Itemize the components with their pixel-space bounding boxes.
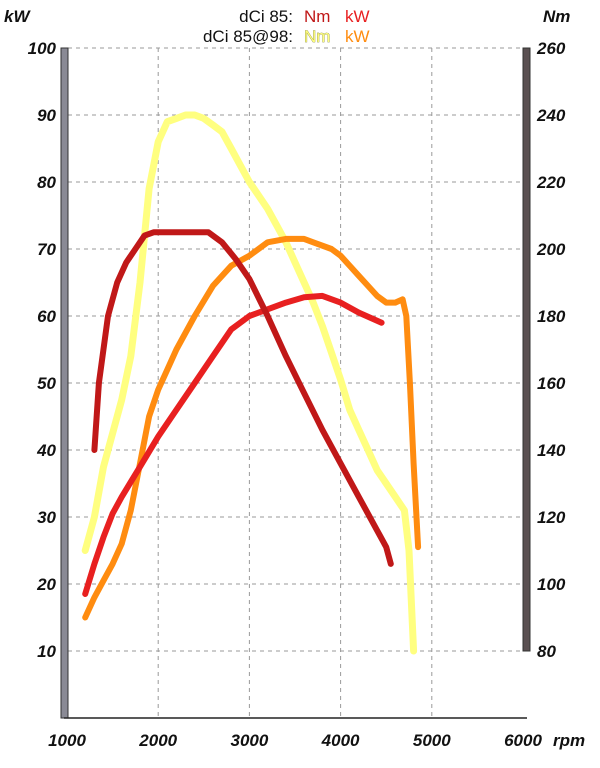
legend-engine-2: dCi 85@98: xyxy=(203,27,293,46)
left-tick-labels: 10 20 30 40 50 60 70 80 90 100 xyxy=(28,39,57,661)
left-tick-60: 60 xyxy=(37,307,56,326)
series-layer xyxy=(81,111,422,655)
right-tick-140: 140 xyxy=(537,441,566,460)
right-axis-label: Nm xyxy=(543,7,570,26)
series-dci85at98-nm xyxy=(81,111,418,655)
right-tick-180: 180 xyxy=(537,307,566,326)
right-tick-160: 160 xyxy=(537,374,566,393)
right-tick-labels: 80 100 120 140 160 180 200 220 240 260 xyxy=(536,39,566,661)
left-tick-100: 100 xyxy=(28,39,57,58)
left-tick-30: 30 xyxy=(37,508,56,527)
right-tick-220: 220 xyxy=(536,173,566,192)
left-tick-80: 80 xyxy=(37,173,56,192)
right-tick-260: 260 xyxy=(536,39,566,58)
right-tick-100: 100 xyxy=(537,575,566,594)
legend-engine-1: dCi 85: xyxy=(239,7,293,26)
x-tick-6000: 6000 xyxy=(504,731,542,750)
left-tick-20: 20 xyxy=(36,575,56,594)
x-tick-3000: 3000 xyxy=(230,731,268,750)
right-tick-120: 120 xyxy=(537,508,566,527)
right-tick-80: 80 xyxy=(537,642,556,661)
left-tick-10: 10 xyxy=(37,642,56,661)
x-tick-5000: 5000 xyxy=(413,731,451,750)
legend: dCi 85: Nm kW dCi 85@98: Nm kW xyxy=(203,7,370,46)
left-tick-70: 70 xyxy=(37,240,56,259)
right-tick-240: 240 xyxy=(536,106,566,125)
x-tick-4000: 4000 xyxy=(321,731,360,750)
right-axis-bar xyxy=(522,47,531,652)
legend-dci85-nm: Nm xyxy=(304,7,330,26)
legend-dci85at98-nm: Nm xyxy=(304,27,330,46)
x-tick-1000: 1000 xyxy=(48,731,86,750)
left-tick-90: 90 xyxy=(37,106,56,125)
right-tick-200: 200 xyxy=(536,240,566,259)
left-axis-bar xyxy=(60,47,69,719)
series-dci85at98-kw xyxy=(82,235,422,621)
series-dci85-nm xyxy=(91,229,394,567)
x-tick-labels: 1000 2000 3000 4000 5000 6000 xyxy=(48,731,542,750)
legend-dci85-kw: kW xyxy=(345,7,370,26)
x-tick-2000: 2000 xyxy=(138,731,177,750)
x-axis-unit: rpm xyxy=(553,731,585,750)
left-tick-50: 50 xyxy=(37,374,56,393)
grid xyxy=(68,47,523,718)
left-axis-label: kW xyxy=(4,7,31,26)
legend-dci85at98-kw: kW xyxy=(345,27,370,46)
left-tick-40: 40 xyxy=(36,441,56,460)
series-dci85-kw xyxy=(82,292,385,597)
